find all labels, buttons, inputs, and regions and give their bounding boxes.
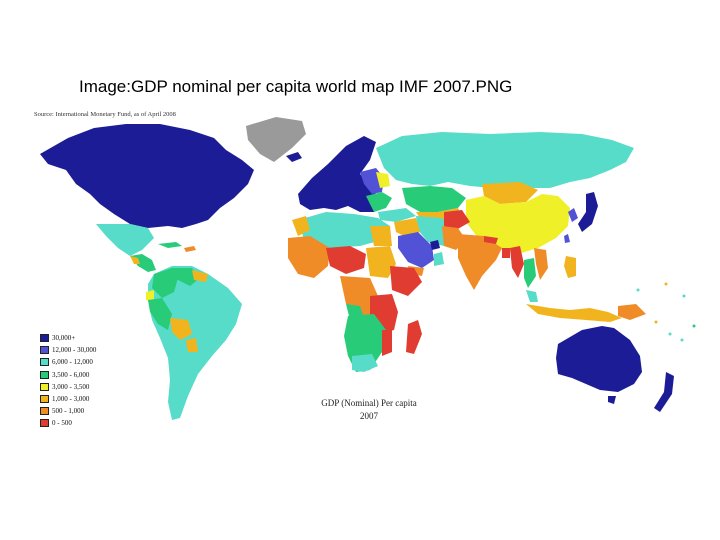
kazakhstan <box>402 186 466 212</box>
tasmania <box>608 396 616 404</box>
saudi-arabia <box>398 232 434 268</box>
legend-swatch <box>40 407 49 416</box>
north-america-high-income <box>40 124 254 228</box>
indochina <box>534 248 548 280</box>
legend-label: 0 - 500 <box>52 419 72 428</box>
japan <box>578 192 598 232</box>
gulf-states <box>430 240 440 250</box>
pacific-island <box>682 294 686 298</box>
afghanistan <box>444 210 470 230</box>
myanmar <box>510 246 524 278</box>
map-caption: GDP (Nominal) Per capita 2007 <box>294 397 444 423</box>
indonesia <box>526 304 622 322</box>
legend-item: 3,500 - 6,000 <box>40 369 96 381</box>
taiwan <box>564 234 570 243</box>
world-map-figure: Source: International Monetary Fund, as … <box>30 108 702 428</box>
legend-label: 1,000 - 3,000 <box>52 395 90 404</box>
legend-label: 6,000 - 12,000 <box>52 358 93 367</box>
world-map <box>40 117 696 420</box>
pacific-island <box>664 282 668 286</box>
oman <box>434 252 444 266</box>
paraguay <box>186 338 198 352</box>
colombia <box>152 268 178 298</box>
legend-item: 3,000 - 3,500 <box>40 381 96 393</box>
pacific-island <box>636 288 640 292</box>
legend-label: 500 - 1,000 <box>52 407 85 416</box>
iceland <box>286 152 302 162</box>
madagascar <box>406 320 422 354</box>
legend-item: 1,000 - 3,000 <box>40 393 96 405</box>
iran <box>416 216 452 246</box>
map-legend: 30,000+ 12,000 - 30,000 6,000 - 12,000 3,50… <box>40 332 96 430</box>
legend-swatch <box>40 358 49 367</box>
bolivia <box>170 318 192 340</box>
map-caption-title: GDP (Nominal) Per capita <box>321 398 417 408</box>
legend-item: 6,000 - 12,000 <box>40 356 96 368</box>
angola-zambia <box>346 304 366 328</box>
russia <box>376 132 634 188</box>
mozambique <box>382 330 392 356</box>
legend-swatch <box>40 395 49 404</box>
thailand <box>524 258 536 288</box>
pacific-island <box>654 320 658 324</box>
pacific-island <box>668 332 672 336</box>
ukraine-balkans <box>366 192 392 212</box>
india <box>458 234 502 290</box>
map-source-note: Source: International Monetary Fund, as … <box>34 111 176 118</box>
legend-swatch <box>40 334 49 343</box>
bangladesh <box>502 248 510 258</box>
belarus-moldova <box>376 172 390 188</box>
guatemala <box>130 256 140 264</box>
malaysia <box>526 290 538 302</box>
slide-title: Image:GDP nominal per capita world map I… <box>79 77 513 96</box>
south-africa <box>352 354 378 372</box>
morocco <box>292 216 310 236</box>
australia <box>556 326 642 392</box>
legend-item: 0 - 500 <box>40 417 96 429</box>
map-caption-year: 2007 <box>360 411 378 421</box>
ethiopia-horn <box>390 266 422 296</box>
egypt <box>370 226 392 246</box>
legend-label: 3,000 - 3,500 <box>52 382 90 391</box>
mongolia <box>482 182 538 204</box>
south-korea <box>568 208 578 222</box>
legend-swatch <box>40 346 49 355</box>
legend-item: 500 - 1,000 <box>40 405 96 417</box>
north-africa <box>298 212 390 248</box>
cuba <box>158 242 182 248</box>
philippines <box>564 256 576 278</box>
europe-high-income <box>298 136 382 212</box>
guyana-region <box>192 270 208 282</box>
pacific-island <box>680 338 684 342</box>
pacific-island <box>692 324 696 328</box>
legend-label: 12,000 - 30,000 <box>52 346 97 355</box>
mexico <box>96 224 154 256</box>
legend-swatch <box>40 419 49 428</box>
legend-item: 12,000 - 30,000 <box>40 344 96 356</box>
papua-new-guinea <box>618 304 646 320</box>
sahel <box>326 246 366 274</box>
legend-item: 30,000+ <box>40 332 96 344</box>
legend-swatch <box>40 370 49 379</box>
turkey <box>378 208 416 222</box>
hispaniola <box>184 246 196 252</box>
legend-swatch <box>40 382 49 391</box>
nepal <box>484 236 498 244</box>
greenland <box>246 117 306 162</box>
sudan <box>366 246 396 278</box>
ecuador <box>146 290 154 302</box>
legend-label: 30,000+ <box>52 334 76 343</box>
west-africa <box>288 236 330 278</box>
peru <box>148 298 172 330</box>
new-zealand <box>654 372 674 412</box>
legend-label: 3,500 - 6,000 <box>52 370 90 379</box>
